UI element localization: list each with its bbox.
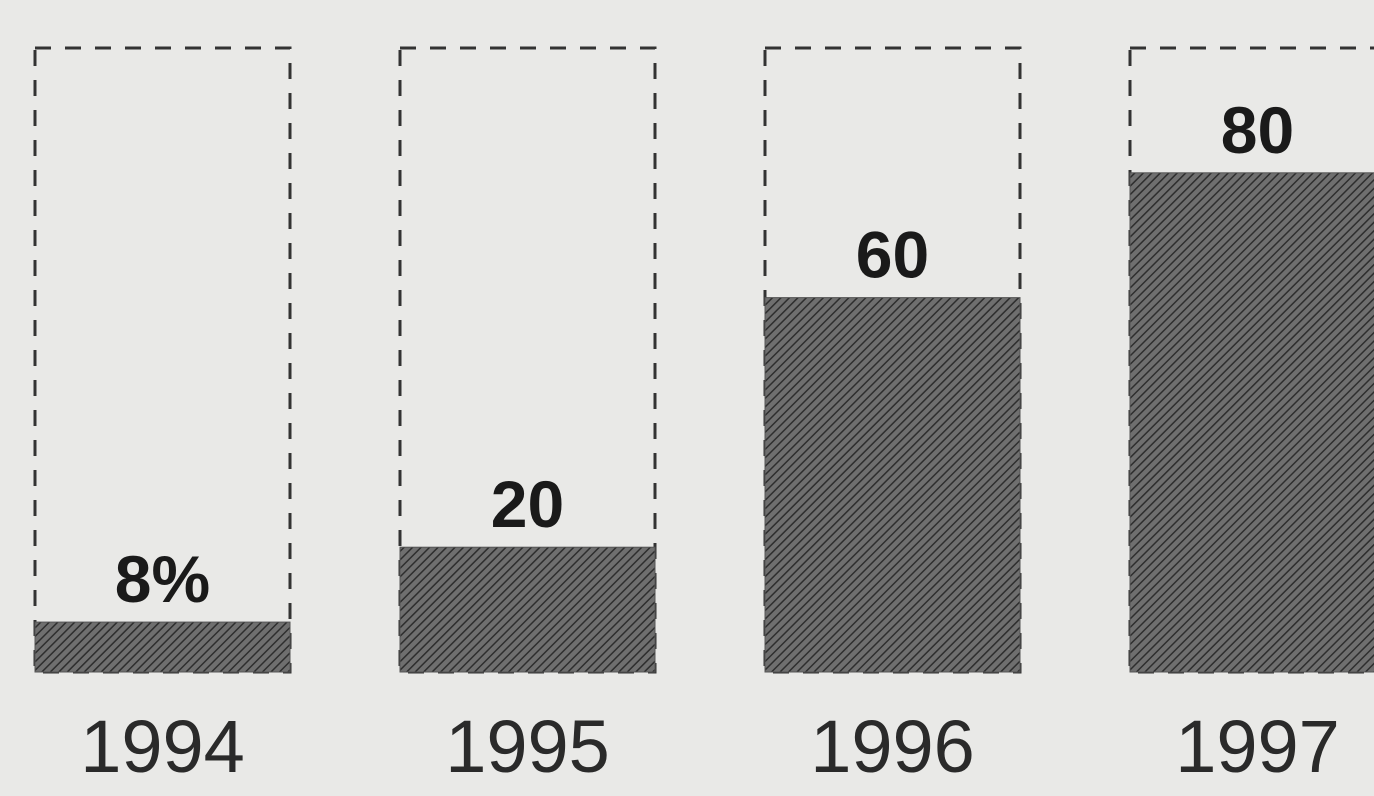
bar: [399, 546, 656, 673]
full-scale-outline: [33, 46, 292, 674]
x-tick-label: 1994: [80, 705, 245, 788]
value-label: 80: [1221, 93, 1294, 167]
bar: [764, 297, 1021, 673]
x-tick-label: 1995: [445, 705, 610, 788]
value-label: 60: [856, 218, 929, 292]
x-tick-label: 1996: [810, 705, 975, 788]
full-scale-outline: [398, 46, 657, 674]
value-label: 20: [491, 467, 564, 541]
value-label: 8%: [115, 542, 210, 616]
bar: [1129, 172, 1374, 673]
x-tick-label: 1997: [1175, 705, 1340, 788]
bar: [34, 621, 291, 673]
